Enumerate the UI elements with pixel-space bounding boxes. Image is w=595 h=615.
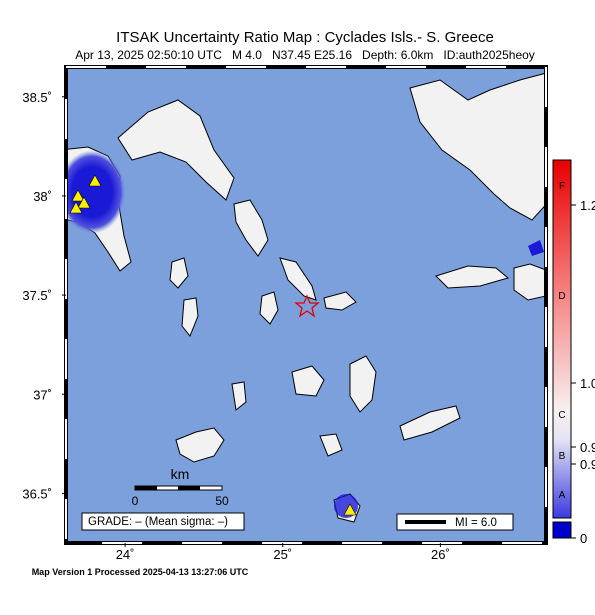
colorbar-scale (552, 159, 572, 519)
scale-bar-seg (135, 486, 157, 490)
ikaria (435, 265, 510, 289)
syros (259, 291, 279, 325)
naxos (349, 355, 377, 413)
station (343, 503, 357, 516)
milos (175, 427, 225, 463)
epicenter (294, 294, 320, 318)
colorbar (552, 159, 572, 539)
colorbar-label: 0 (580, 531, 587, 546)
uncertainty-area (66, 150, 126, 234)
colorbar-label: 1.0 (580, 376, 595, 391)
lon-label: 24˚ (116, 547, 135, 562)
scale-bar-seg (178, 486, 200, 490)
scale-unit: km (171, 466, 190, 482)
station (77, 196, 91, 209)
legend-box (396, 513, 514, 531)
grade-letter: F (559, 181, 565, 192)
samos (513, 263, 546, 301)
andros (233, 199, 269, 257)
amorgos (399, 405, 461, 441)
tinos (279, 257, 317, 301)
grade-text: GRADE: – (Mean sigma: –) (88, 516, 228, 528)
legend-text: MI = 6.0 (455, 517, 497, 529)
map-area (66, 67, 546, 543)
uncertainty-area (528, 240, 544, 256)
scale-label: 0 (132, 494, 139, 508)
lat-label: 37˚ (33, 387, 52, 402)
subtitle: Apr 13, 2025 02:50:10 UTC M 4.0 N37.45 E… (75, 48, 535, 62)
colorbar-min (552, 521, 572, 539)
map-frame-pattern (65, 66, 547, 544)
lon-label: 25˚ (273, 547, 292, 562)
grade-letter: D (558, 291, 565, 302)
evia (409, 72, 546, 221)
sifnos (231, 381, 247, 411)
lat-label: 37.5˚ (22, 288, 52, 303)
grade-letter: A (559, 490, 566, 501)
lat-label: 38.5˚ (22, 90, 52, 105)
lat-label: 38˚ (33, 189, 52, 204)
grade-letter: C (558, 410, 565, 421)
stations (69, 174, 357, 516)
title: ITSAK Uncertainty Ratio Map : Cyclades I… (116, 29, 494, 46)
colorbar-label: 1.2 (580, 198, 595, 213)
station (69, 201, 83, 214)
kea (169, 257, 189, 289)
footer: Map Version 1 Processed 2025-04-13 13:27… (32, 567, 249, 577)
colorbar-label: 0.9 (580, 457, 595, 472)
lat-label: 36.5˚ (22, 486, 52, 501)
colorbar-label: 0.9 (580, 440, 595, 455)
lon-label: 26˚ (431, 547, 450, 562)
scale-label: 50 (215, 494, 229, 508)
mykonos (323, 291, 357, 311)
kythnos (181, 297, 199, 337)
grade-box (81, 512, 245, 531)
grade-letter: B (559, 451, 566, 462)
ios (319, 433, 343, 457)
station (71, 189, 85, 202)
station (88, 174, 102, 187)
attica (117, 99, 235, 201)
scale-bar: km 0 50 (132, 466, 229, 508)
paros (291, 365, 325, 397)
